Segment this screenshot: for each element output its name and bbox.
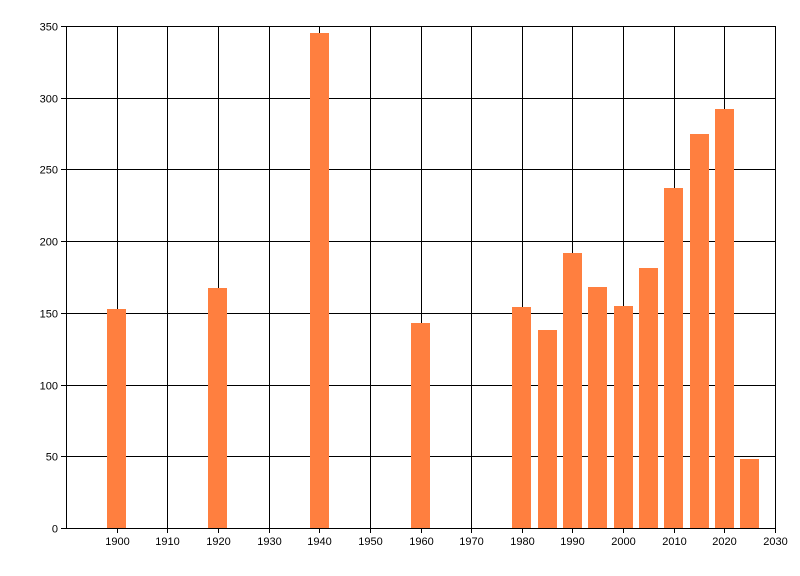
- x-axis-ticks: 1900 1910 1920 1930 1940 1950 1960 1970 1980 1990…: [105, 528, 788, 548]
- y-tick-label: 50: [46, 452, 58, 464]
- bars: [107, 33, 759, 528]
- x-tick-label: 1900: [105, 536, 129, 548]
- axes: [66, 26, 775, 529]
- x-tick-label: 2010: [662, 536, 686, 548]
- y-tick-label: 300: [40, 94, 58, 106]
- bar-1960: [411, 323, 430, 528]
- x-tick-label: 1970: [459, 536, 483, 548]
- x-tick-label: 1980: [510, 536, 534, 548]
- bar-2020: [715, 109, 734, 528]
- x-tick-label: 1940: [307, 536, 331, 548]
- x-tick-label: 1920: [206, 536, 230, 548]
- bar-2025: [740, 459, 759, 528]
- y-tick-label: 150: [40, 309, 58, 321]
- bar-1980: [512, 307, 531, 528]
- x-tick-label: 2000: [611, 536, 635, 548]
- x-tick-label: 1950: [358, 536, 382, 548]
- bar-1985: [538, 330, 557, 528]
- y-tick-label: 200: [40, 237, 58, 249]
- x-tick-label: 1910: [155, 536, 179, 548]
- bar-1900: [107, 309, 126, 528]
- x-tick-label: 1930: [257, 536, 281, 548]
- x-tick-label: 2030: [763, 536, 787, 548]
- bar-1990: [563, 253, 582, 528]
- x-tick-label: 1960: [409, 536, 433, 548]
- bar-2010: [664, 188, 683, 528]
- x-tick-label: 2020: [712, 536, 736, 548]
- y-tick-label: 350: [40, 22, 58, 34]
- x-tick-label: 1990: [560, 536, 584, 548]
- y-tick-label: 0: [52, 524, 58, 536]
- bar-2000: [614, 306, 633, 528]
- y-axis-ticks: 0 50 100 150 200 250 300 350: [40, 22, 66, 536]
- bar-1940: [310, 33, 329, 528]
- bar-1995: [588, 287, 607, 528]
- y-tick-label: 250: [40, 165, 58, 177]
- bar-2015: [690, 134, 709, 528]
- y-tick-label: 100: [40, 381, 58, 393]
- bar-1920: [208, 288, 227, 528]
- bar-2005: [639, 268, 658, 528]
